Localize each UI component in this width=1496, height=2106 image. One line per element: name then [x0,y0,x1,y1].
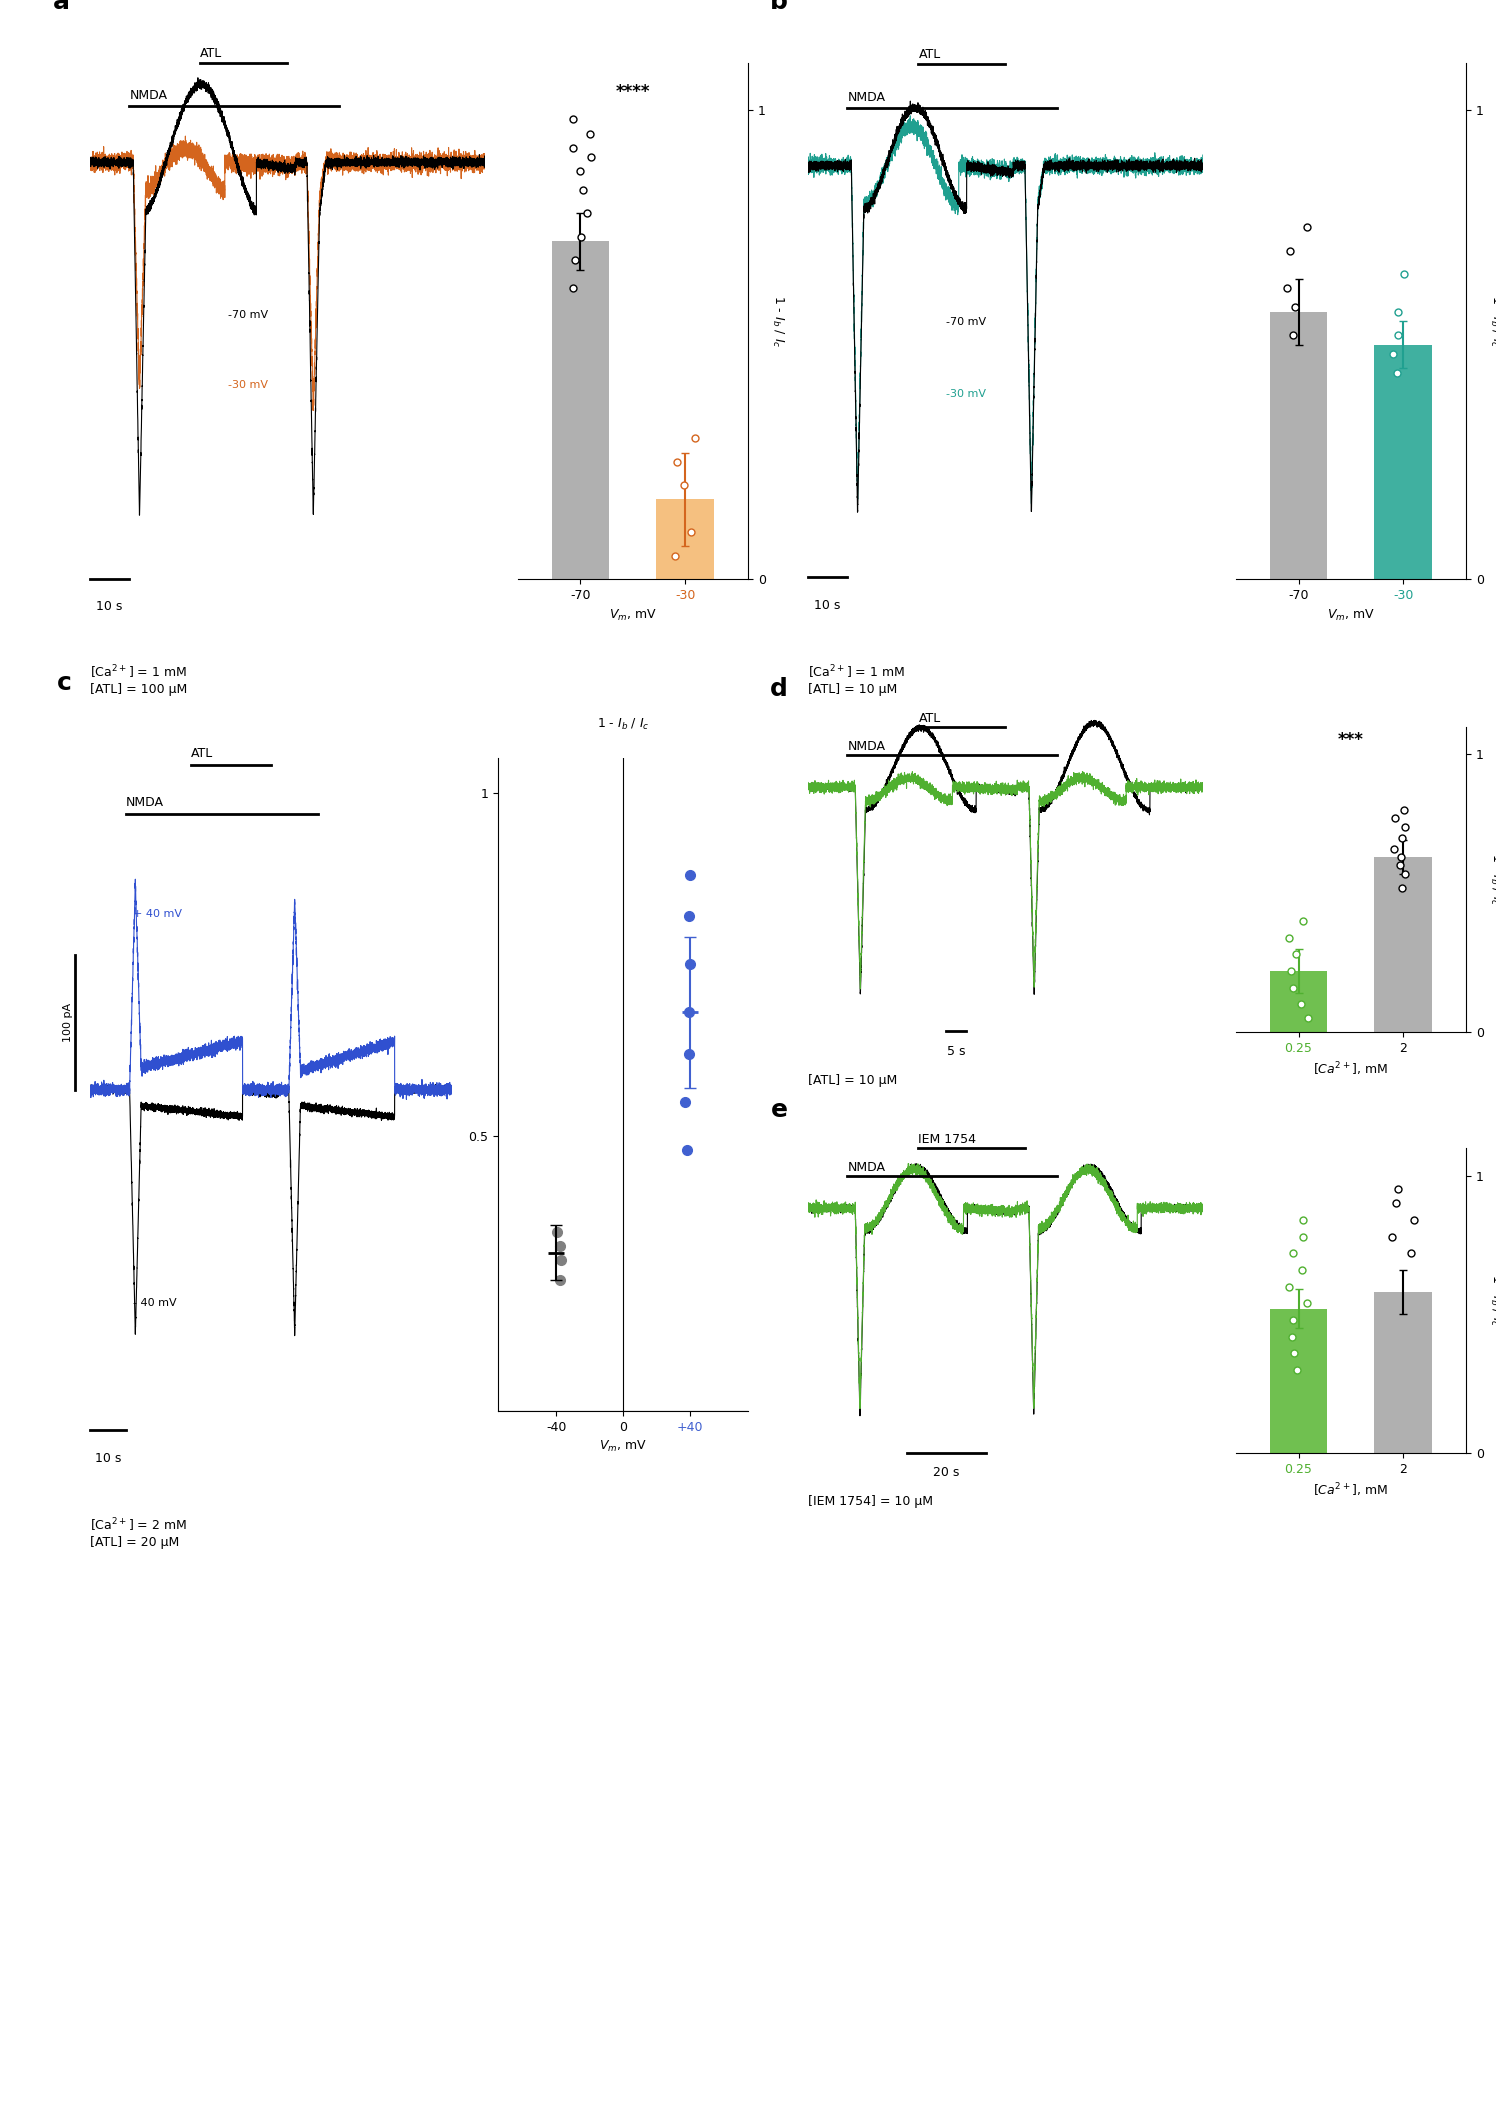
Text: IEM 1754: IEM 1754 [919,1133,977,1146]
Text: 10 s: 10 s [96,600,123,613]
Text: 1 - $I_b$ / $I_c$: 1 - $I_b$ / $I_c$ [597,716,649,733]
Text: b: b [770,0,788,15]
Y-axis label: 1 - $I_b$ / $I_c$: 1 - $I_b$ / $I_c$ [1489,853,1496,906]
Text: [Ca$^{2+}$] = 2 mM
[ATL] = 20 μM: [Ca$^{2+}$] = 2 mM [ATL] = 20 μM [90,1516,187,1548]
Bar [1270,1308,1327,1453]
Text: d: d [770,676,788,701]
Text: ATL: ATL [919,712,941,724]
Text: ATL: ATL [919,48,941,61]
Y-axis label: 1 - $I_b$ / $I_c$: 1 - $I_b$ / $I_c$ [1489,1274,1496,1327]
Text: 100 pA: 100 pA [63,1002,73,1042]
Text: [Ca$^{2+}$] = 1 mM
[ATL] = 100 μM: [Ca$^{2+}$] = 1 mM [ATL] = 100 μM [90,663,187,695]
Text: -30 mV: -30 mV [227,381,268,390]
Bar [657,499,714,579]
Text: NMDA: NMDA [847,739,886,752]
Text: 10 s: 10 s [814,598,841,613]
Text: 10 s: 10 s [94,1451,121,1466]
X-axis label: [$Ca^{2+}$], mM: [$Ca^{2+}$], mM [1313,1059,1388,1078]
Text: NMDA: NMDA [129,88,168,103]
Text: [IEM 1754] = 10 μM: [IEM 1754] = 10 μM [808,1495,934,1508]
Text: ATL: ATL [200,46,223,59]
Text: c: c [57,672,72,695]
Y-axis label: 1 - $I_b$ / $I_c$: 1 - $I_b$ / $I_c$ [770,295,785,347]
Text: [Ca$^{2+}$] = 1 mM
[ATL] = 10 μM: [Ca$^{2+}$] = 1 mM [ATL] = 10 μM [808,663,905,695]
X-axis label: [$Ca^{2+}$], mM: [$Ca^{2+}$], mM [1313,1481,1388,1499]
Bar [1270,312,1327,579]
Text: -30 mV: -30 mV [945,390,986,398]
Text: ATL: ATL [191,748,214,760]
Text: 20 s: 20 s [934,1466,959,1478]
Text: NMDA: NMDA [847,91,886,103]
Text: + 40 mV: + 40 mV [133,908,183,918]
Text: NMDA: NMDA [847,1160,886,1173]
Bar [1270,971,1327,1032]
Text: a: a [52,0,70,15]
Text: [ATL] = 10 μM: [ATL] = 10 μM [808,1074,898,1087]
Text: 5 s: 5 s [947,1045,965,1057]
Bar [1375,345,1432,579]
Bar [552,242,609,579]
X-axis label: $V_m$, mV: $V_m$, mV [609,607,657,623]
Bar [1375,857,1432,1032]
X-axis label: $V_m$, mV: $V_m$, mV [598,1438,646,1455]
Text: -70 mV: -70 mV [945,316,986,326]
Y-axis label: 1 - $I_b$ / $I_c$: 1 - $I_b$ / $I_c$ [1489,295,1496,347]
Text: - 40 mV: - 40 mV [133,1297,177,1308]
Text: NMDA: NMDA [126,796,165,809]
Text: e: e [770,1097,788,1122]
Text: ****: **** [615,82,651,101]
Text: ***: *** [1337,731,1364,750]
Bar [1375,1293,1432,1453]
X-axis label: $V_m$, mV: $V_m$, mV [1327,607,1375,623]
Text: -70 mV: -70 mV [227,310,268,320]
